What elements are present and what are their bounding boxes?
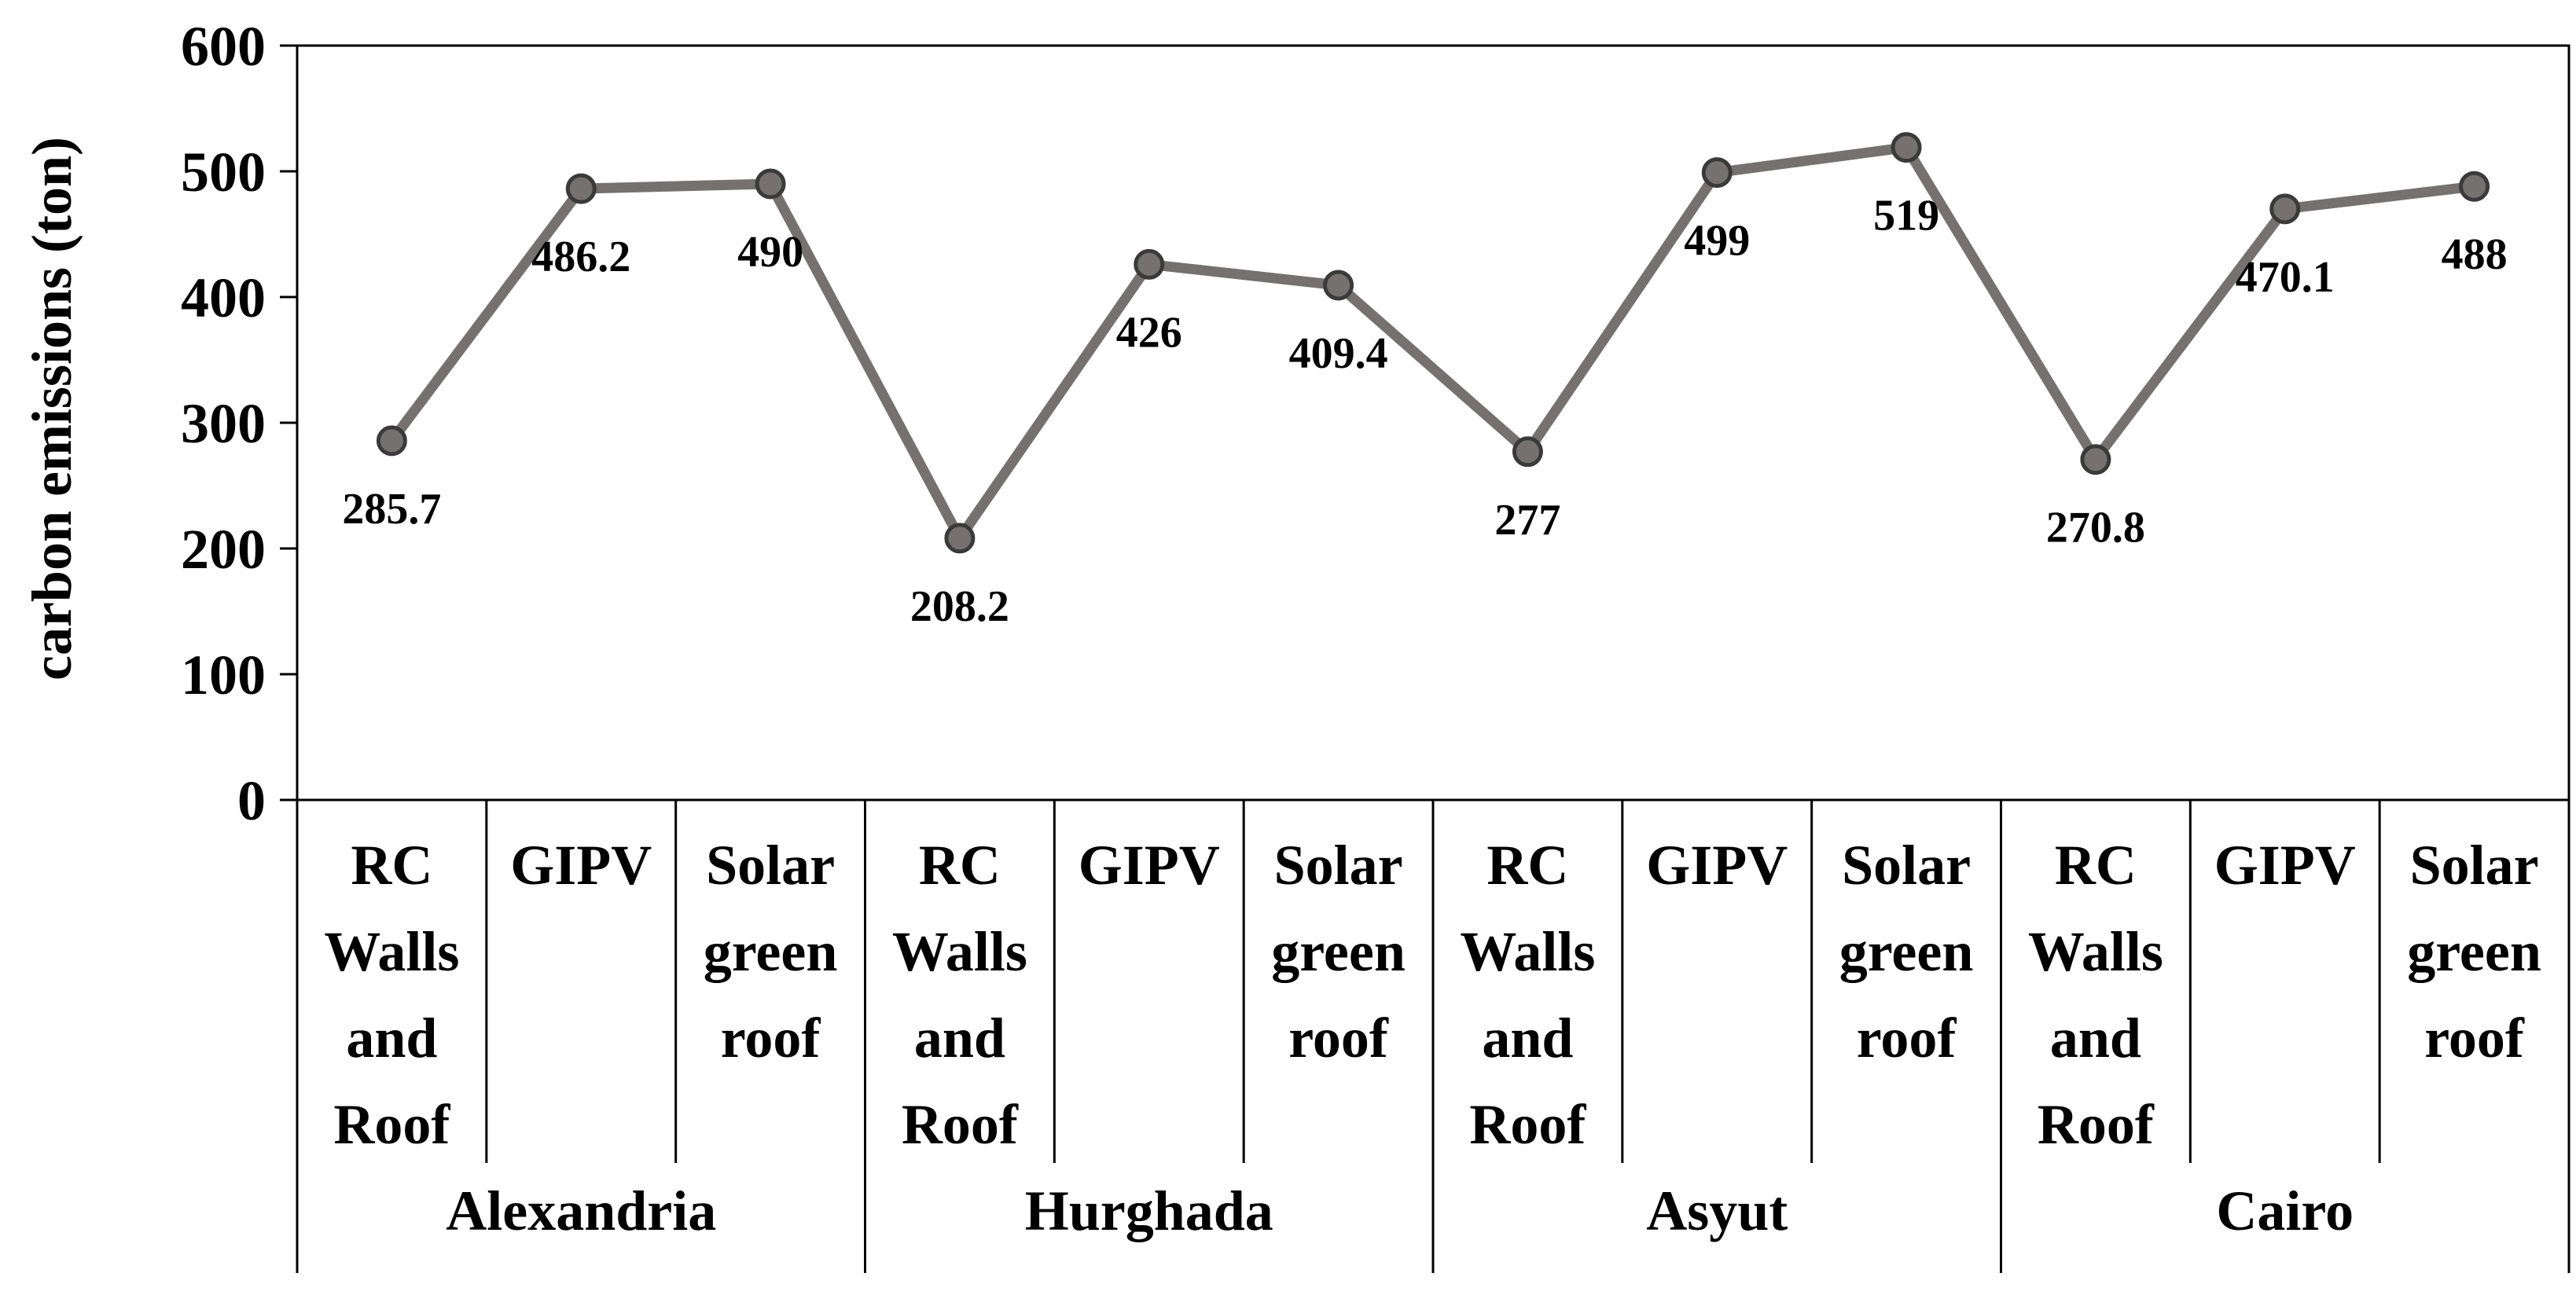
- data-point: [1134, 248, 1165, 280]
- data-label: 277: [1494, 496, 1560, 545]
- data-point: [944, 523, 976, 554]
- data-label: 208.2: [910, 582, 1009, 631]
- y-tick-label: 300: [181, 392, 266, 455]
- data-label: 499: [1684, 217, 1750, 266]
- category-label-line: Walls: [324, 920, 459, 983]
- category-label-line: green: [1839, 920, 1974, 983]
- category-label-line: GIPV: [1646, 834, 1788, 897]
- data-label: 490: [737, 228, 803, 277]
- category-label-line: and: [2050, 1007, 2141, 1069]
- category-label: RC Walls and Roof: [1460, 834, 1595, 1156]
- category-label-line: Walls: [2028, 920, 2163, 983]
- category-label: GIPV: [1646, 834, 1788, 897]
- category-label-line: and: [346, 1007, 437, 1069]
- y-axis-title: carbon emissions (ton): [20, 137, 83, 681]
- data-point: [2080, 444, 2111, 475]
- category-label-line: GIPV: [510, 834, 652, 897]
- series-carbon-emissions: [376, 132, 2490, 554]
- category-label-line: Roof: [2038, 1093, 2155, 1156]
- category-label: RC Walls and Roof: [2028, 834, 2163, 1156]
- category-label: GIPV: [510, 834, 652, 897]
- data-label: 488: [2442, 230, 2508, 279]
- group-label: Asyut: [1646, 1179, 1788, 1242]
- data-point: [565, 173, 597, 204]
- category-label-line: Roof: [1469, 1093, 1586, 1156]
- y-tick-label: 400: [181, 266, 266, 329]
- category-label-line: GIPV: [2214, 834, 2356, 897]
- category-label-line: green: [2407, 920, 2541, 983]
- category-label: Solar green roof: [1839, 834, 1974, 1069]
- category-label-line: Solar: [1842, 834, 1971, 897]
- category-label-line: RC: [919, 834, 1001, 897]
- category-label-line: GIPV: [1079, 834, 1220, 897]
- category-label: RC Walls and Roof: [324, 834, 459, 1156]
- y-tick-label: 0: [237, 769, 266, 832]
- category-axis: RC Walls and Roof GIPV Solar green roof Alexandr…: [296, 800, 2570, 1273]
- data-label: 519: [1873, 192, 1939, 240]
- category-label: GIPV: [2214, 834, 2356, 897]
- group-label: Cairo: [2216, 1179, 2354, 1242]
- series-line: [386, 142, 2480, 544]
- data-label: 270.8: [2046, 504, 2145, 552]
- data-point: [376, 425, 407, 457]
- data-point: [2459, 171, 2490, 202]
- data-labels: 285.7 486.2 490 208.2 426 409.4 277 499 519 270.8…: [342, 192, 2507, 631]
- data-point: [1701, 157, 1733, 189]
- plot-area: [296, 44, 2570, 802]
- category-label: RC Walls and Roof: [892, 834, 1027, 1156]
- y-axis-ticks: 0 100 200 300 400 500 600: [181, 15, 297, 832]
- category-label: GIPV: [1079, 834, 1220, 897]
- y-tick-label: 200: [181, 518, 266, 581]
- category-label-line: Walls: [1460, 920, 1595, 983]
- group-label: Hurghada: [1025, 1179, 1273, 1242]
- category-label-line: green: [704, 920, 838, 983]
- data-label: 426: [1116, 308, 1182, 357]
- group-label: Alexandria: [446, 1179, 716, 1242]
- category-label-line: roof: [1288, 1007, 1389, 1069]
- data-point: [1323, 270, 1354, 301]
- category-label-line: Solar: [2410, 834, 2539, 897]
- category-label-line: Roof: [333, 1093, 450, 1156]
- data-label: 409.4: [1289, 329, 1388, 378]
- category-label-line: roof: [721, 1007, 821, 1069]
- data-label: 486.2: [531, 233, 630, 281]
- category-label: Solar green roof: [704, 834, 838, 1069]
- category-label-line: roof: [1857, 1007, 1957, 1069]
- data-label: 285.7: [342, 485, 441, 534]
- category-label-line: and: [914, 1007, 1005, 1069]
- category-label-line: and: [1482, 1007, 1573, 1069]
- data-label: 470.1: [2236, 253, 2335, 302]
- y-tick-label: 100: [181, 644, 266, 706]
- data-point: [1512, 436, 1543, 468]
- category-label-line: RC: [2055, 834, 2137, 897]
- category-label: Solar green roof: [1271, 834, 1406, 1069]
- category-label-line: Walls: [892, 920, 1027, 983]
- y-tick-label: 500: [181, 141, 266, 204]
- category-label-line: Solar: [1274, 834, 1403, 897]
- category-label: Solar green roof: [2407, 834, 2541, 1069]
- y-tick-label: 600: [181, 15, 266, 78]
- category-label-line: RC: [351, 834, 432, 897]
- category-label-line: roof: [2424, 1007, 2525, 1069]
- category-label-line: Roof: [902, 1093, 1019, 1156]
- y-axis-title-group: carbon emissions (ton): [20, 137, 83, 681]
- plot-border: [296, 44, 2570, 802]
- category-label-line: RC: [1486, 834, 1568, 897]
- data-point: [755, 168, 786, 200]
- data-point: [1891, 132, 1922, 163]
- category-label-line: green: [1271, 920, 1406, 983]
- data-point: [2269, 193, 2301, 225]
- category-label-line: Solar: [706, 834, 835, 897]
